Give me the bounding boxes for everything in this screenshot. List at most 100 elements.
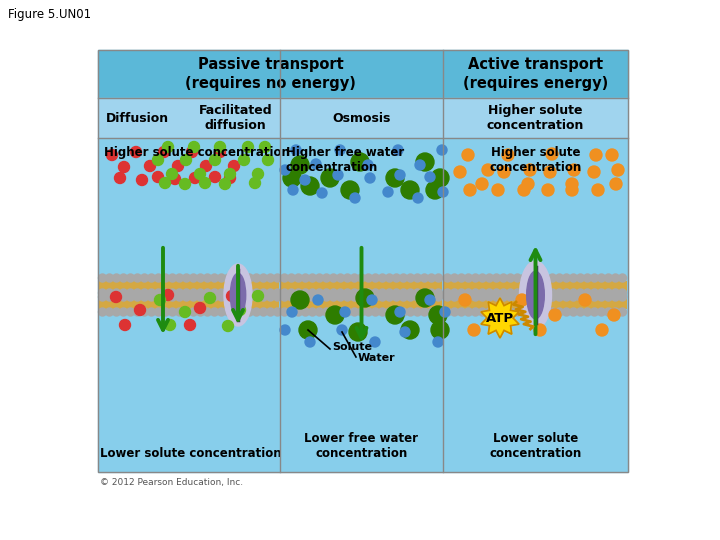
Circle shape xyxy=(457,293,466,301)
Circle shape xyxy=(486,309,498,321)
Circle shape xyxy=(500,274,508,282)
Circle shape xyxy=(287,307,297,317)
Circle shape xyxy=(114,172,125,184)
Circle shape xyxy=(148,289,156,297)
Circle shape xyxy=(225,172,235,184)
Circle shape xyxy=(386,169,404,187)
Circle shape xyxy=(612,164,624,176)
Circle shape xyxy=(464,308,472,316)
Circle shape xyxy=(186,146,197,158)
Circle shape xyxy=(492,184,504,196)
Circle shape xyxy=(291,291,309,309)
Circle shape xyxy=(217,293,225,301)
Circle shape xyxy=(266,289,274,297)
Text: Solute: Solute xyxy=(332,342,372,352)
Circle shape xyxy=(99,289,107,297)
Circle shape xyxy=(363,160,373,170)
Circle shape xyxy=(583,293,592,301)
Circle shape xyxy=(472,293,480,301)
Circle shape xyxy=(583,289,592,297)
Circle shape xyxy=(385,308,394,316)
Bar xyxy=(443,138,628,472)
Circle shape xyxy=(294,289,302,297)
Circle shape xyxy=(372,293,379,301)
Circle shape xyxy=(197,293,204,301)
Circle shape xyxy=(413,274,421,282)
Circle shape xyxy=(425,172,435,182)
Circle shape xyxy=(222,321,233,332)
Circle shape xyxy=(611,293,619,301)
Circle shape xyxy=(119,161,130,172)
Circle shape xyxy=(498,166,510,178)
Circle shape xyxy=(372,274,379,282)
Circle shape xyxy=(528,308,536,316)
Circle shape xyxy=(618,274,626,282)
Ellipse shape xyxy=(224,264,252,326)
Circle shape xyxy=(291,156,309,174)
Circle shape xyxy=(336,289,344,297)
Circle shape xyxy=(524,164,536,176)
Circle shape xyxy=(386,306,404,324)
Bar xyxy=(98,138,280,472)
Circle shape xyxy=(127,308,135,316)
Circle shape xyxy=(99,274,107,282)
Circle shape xyxy=(210,308,218,316)
Circle shape xyxy=(337,325,347,335)
Circle shape xyxy=(457,274,466,282)
Circle shape xyxy=(246,274,253,282)
Circle shape xyxy=(592,184,604,196)
Circle shape xyxy=(215,146,225,158)
Circle shape xyxy=(605,293,613,301)
Circle shape xyxy=(454,166,466,178)
Circle shape xyxy=(462,149,474,161)
Circle shape xyxy=(283,169,301,187)
Circle shape xyxy=(541,289,549,297)
Circle shape xyxy=(500,289,508,297)
Circle shape xyxy=(379,293,387,301)
Circle shape xyxy=(148,274,156,282)
Circle shape xyxy=(379,308,387,316)
Circle shape xyxy=(225,274,233,282)
Circle shape xyxy=(133,289,142,297)
Circle shape xyxy=(577,293,585,301)
Circle shape xyxy=(106,308,114,316)
Circle shape xyxy=(294,274,302,282)
Circle shape xyxy=(521,274,528,282)
Circle shape xyxy=(372,308,379,316)
Circle shape xyxy=(294,293,302,301)
Circle shape xyxy=(534,289,542,297)
Circle shape xyxy=(528,293,536,301)
Circle shape xyxy=(350,193,360,203)
Circle shape xyxy=(476,178,488,190)
Circle shape xyxy=(618,293,626,301)
Circle shape xyxy=(182,274,191,282)
Circle shape xyxy=(330,289,338,297)
Circle shape xyxy=(472,274,480,282)
Circle shape xyxy=(440,307,450,317)
Circle shape xyxy=(281,274,289,282)
Circle shape xyxy=(266,274,274,282)
Circle shape xyxy=(140,274,148,282)
Circle shape xyxy=(479,289,487,297)
Circle shape xyxy=(482,164,494,176)
Circle shape xyxy=(549,289,557,297)
Circle shape xyxy=(112,293,120,301)
Circle shape xyxy=(420,293,428,301)
Circle shape xyxy=(133,274,142,282)
Circle shape xyxy=(611,274,619,282)
Circle shape xyxy=(451,293,459,301)
Circle shape xyxy=(521,308,528,316)
Circle shape xyxy=(274,293,282,301)
Circle shape xyxy=(321,169,339,187)
Circle shape xyxy=(305,337,315,347)
Circle shape xyxy=(227,291,238,301)
Circle shape xyxy=(437,145,447,155)
Circle shape xyxy=(549,309,561,321)
Circle shape xyxy=(351,289,359,297)
Circle shape xyxy=(541,308,549,316)
Circle shape xyxy=(343,308,351,316)
Circle shape xyxy=(472,308,480,316)
Circle shape xyxy=(210,274,218,282)
Circle shape xyxy=(562,289,570,297)
Circle shape xyxy=(385,274,394,282)
